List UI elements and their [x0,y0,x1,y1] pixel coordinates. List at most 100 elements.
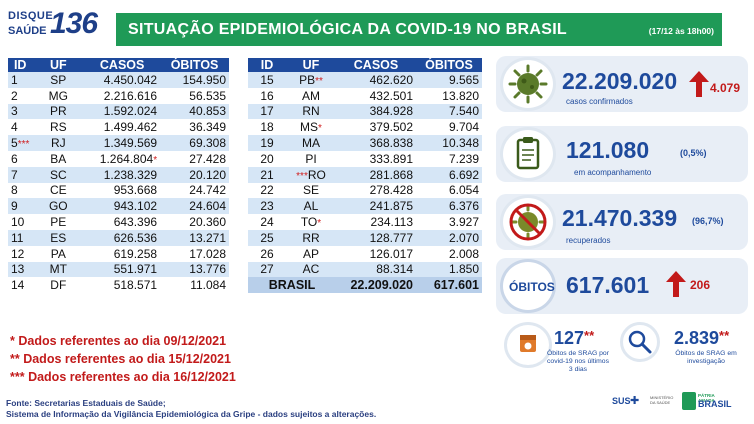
states-table-right: ID UF CASOS ÓBITOS 15 PB** 462.620 9.565 16 A… [248,58,482,294]
cell-id: 14 [8,277,32,293]
monitoring-card: 121.080 (0,5%) em acompanhamento [496,126,748,182]
cell-uf: PB** [286,72,336,88]
cell-uf: SP [32,72,85,88]
magnifier-icon [620,322,660,362]
row-id: 5 [11,136,18,151]
cell-id: 3 [8,103,33,120]
cell-casos: 333.891 [369,151,413,166]
table-row: 7 SC 1.238.329 20.120 [8,166,229,183]
cell-uf: MG [48,88,68,103]
cell-casos: 1.592.024 [84,103,161,120]
cell-casos: 278.428 [369,183,413,198]
table-row: 14 DF 518.571 11.084 [8,277,229,293]
ministry-logo: MINISTÉRIO DA SAÚDE [650,395,674,405]
recovered-label: recuperados [566,236,611,245]
cell-uf: SE [286,183,336,199]
monitoring-label: em acompanhamento [574,168,652,177]
cell-id: 15 [248,72,286,88]
cell-casos: 518.571 [84,277,160,293]
virus-icon [500,57,556,111]
table-row: 1 SP 4.450.042 154.950 [8,72,229,88]
row-id: 1 [11,72,18,87]
total-casos: 22.209.020 [336,277,416,294]
table-row: 5*** RJ 1.349.569 69.308 [8,135,229,151]
confirmed-label: casos confirmados [566,97,633,106]
cell-obitos: 36.349 [189,120,226,135]
cell-casos: 619.258 [84,246,160,262]
cell-casos: 126.017 [369,246,413,261]
cell-uf: RR [286,229,336,246]
col-casos: CASOS [84,58,161,72]
cell-casos: 88.314 [336,261,416,278]
confirmed-card: 22.209.020 casos confirmados 4.079 [496,56,748,112]
cell-obitos: 11.084 [190,278,226,293]
table-row: 8 CE 953.668 24.742 [8,183,229,199]
deaths-card: ÓBITOS 617.601 206 [496,258,748,314]
cell-uf: GO [32,198,85,215]
row-uf-mark: ** [315,75,323,87]
cell-obitos: 20.120 [160,166,229,183]
srag-deaths-mark: ** [584,328,595,343]
row-uf: AC [302,262,320,277]
recovered-pct: (96,7%) [692,216,724,226]
cell-casos: 1.238.329 [84,166,161,183]
row-casos: 4.450.042 [103,72,158,87]
report-date: (17/12 às 18h00) [648,26,714,36]
cell-obitos: 13.271 [160,229,229,246]
row-casos: 2.216.616 [103,88,158,103]
col-uf: UF [286,58,336,72]
row-casos: 943.102 [113,199,158,214]
row-casos: 1.499.462 [103,120,158,135]
arrow-up-icon [666,271,686,297]
cell-obitos: 6.692 [416,166,482,183]
row-uf: AM [302,88,320,103]
srag-deaths-label-line2: covid-19 nos últimos [547,358,609,365]
row-id: 14 [11,278,25,293]
cell-obitos: 2.070 [416,229,482,246]
cell-id: 5*** [8,135,33,151]
cell-casos: 379.502 [369,120,413,135]
cell-id: 2 [8,88,32,104]
total-row: BRASIL 22.209.020 617.601 [248,277,482,294]
cell-id: 20 [260,151,274,166]
row-id: 11 [11,230,24,245]
cell-casos: 4.450.042 [84,72,161,88]
cell-id: 13 [8,261,33,278]
recovered-value: 21.470.339 [562,205,678,231]
table-row: 3 PR 1.592.024 40.853 [8,103,229,120]
row-id: 3 [11,104,18,119]
cell-obitos: 3.927 [448,215,479,230]
row-mark: *** [17,139,30,151]
deaths-badge: ÓBITOS [500,259,556,313]
logo-number: 136 [50,7,98,40]
table-header-row: ID UF CASOS ÓBITOS [8,58,229,72]
row-id: 12 [11,246,25,261]
cell-id: 11 [8,229,33,246]
cell-id: 7 [8,166,33,183]
cell-uf: ***RO [286,166,336,183]
cell-obitos: 17.028 [189,246,226,261]
srag-investigation-mark: ** [719,328,730,343]
table-row: 2 MG 2.216.616 56.535 [8,88,229,104]
page-title: SITUAÇÃO EPIDEMIOLÓGICA DA COVID-19 NO B… [128,21,568,38]
table-row: 16 AM 432.501 13.820 [248,88,482,104]
logo-line1: DISQUE [8,10,54,22]
col-id: ID [248,58,286,72]
cell-uf: CE [49,183,67,198]
cell-id: 19 [248,135,286,151]
plus-icon: ✚ [630,395,640,407]
stats-panel: 22.209.020 casos confirmados 4.079 121.0… [496,52,748,372]
calendar-icon [504,322,552,368]
cell-id: 18 [260,120,274,135]
row-id: 6 [11,151,18,166]
cell-casos: 943.102 [84,198,161,215]
cell-id: 12 [8,246,32,262]
source-line1: Fonte: Secretarias Estaduais de Saúde; [6,398,166,408]
cell-id: 27 [248,261,286,278]
srag-investigation-label-line1: Óbitos de SRAG em [675,350,737,357]
cell-obitos: 27.428 [189,151,226,166]
cell-uf: RS [49,120,67,135]
row-uf: AL [303,199,319,214]
cell-uf: AP [286,246,336,262]
row-id: 7 [11,167,18,182]
